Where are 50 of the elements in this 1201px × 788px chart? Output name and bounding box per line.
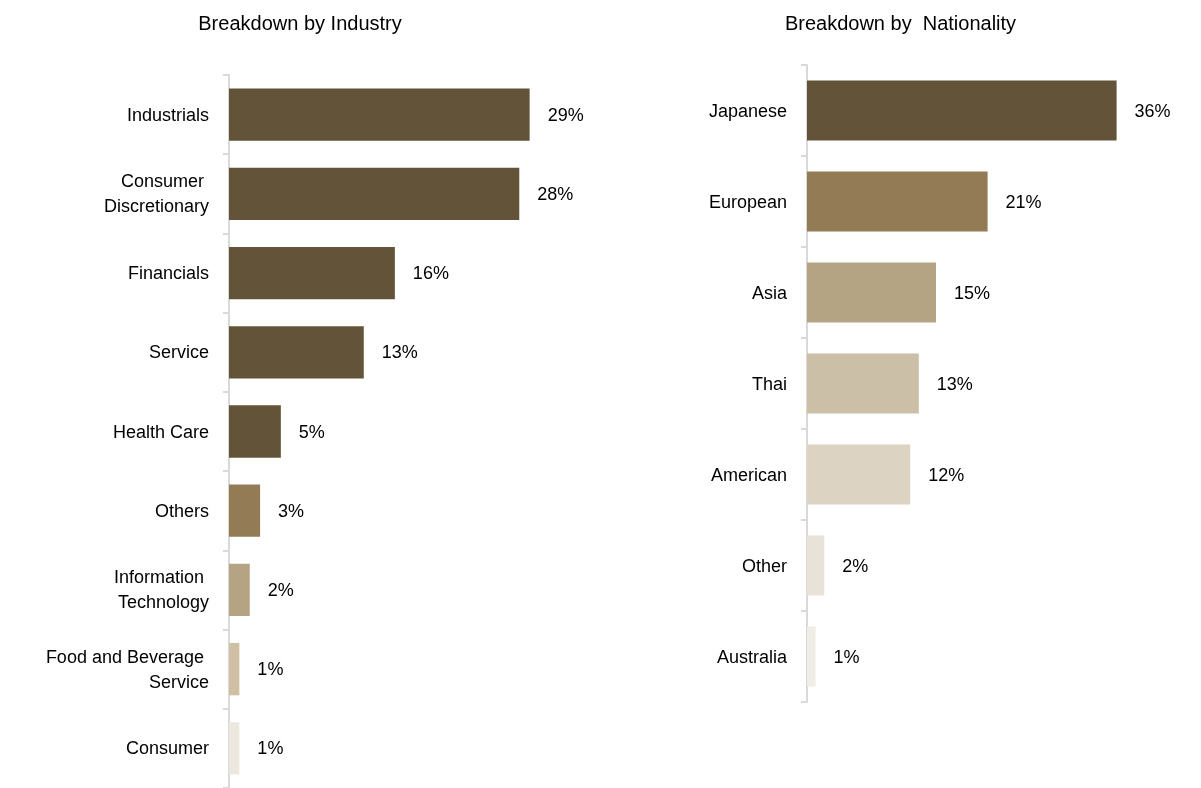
- data-label: 1%: [833, 646, 860, 667]
- data-label: 28%: [537, 183, 574, 204]
- y-tick-label: Consumer: [125, 738, 209, 759]
- bar: [229, 563, 250, 617]
- bar: [807, 262, 936, 323]
- y-tick-label: Food and Beverage Service: [45, 646, 209, 692]
- data-label: 15%: [954, 282, 991, 303]
- data-label: 21%: [1005, 191, 1042, 212]
- y-tick-label: Australia: [716, 646, 788, 667]
- data-label: 1%: [257, 738, 284, 759]
- data-label: 16%: [412, 263, 449, 284]
- data-label: 2%: [842, 555, 869, 576]
- y-tick-label: Asia: [751, 282, 788, 303]
- bar: [807, 626, 816, 687]
- data-label: 2%: [267, 579, 294, 600]
- bar: [229, 484, 261, 537]
- y-tick-label: Others: [154, 500, 209, 521]
- data-label: 12%: [928, 464, 965, 485]
- bar: [807, 444, 911, 505]
- y-tick-label: American: [710, 464, 787, 485]
- bar: [807, 80, 1117, 141]
- data-label: 36%: [1134, 100, 1171, 121]
- bar: [229, 643, 240, 696]
- y-tick-label: Health Care: [112, 421, 209, 442]
- bar: [229, 722, 240, 775]
- y-tick-label: European: [708, 191, 787, 212]
- bar: [229, 246, 395, 300]
- bar: [229, 326, 364, 379]
- data-label: 29%: [547, 104, 584, 125]
- bar: [229, 167, 520, 220]
- bar: [807, 171, 988, 232]
- data-label: 3%: [278, 500, 305, 521]
- y-tick-label: Japanese: [708, 100, 787, 121]
- bar: [229, 88, 530, 141]
- y-tick-label: Information Technology: [113, 567, 209, 613]
- y-tick-label: Consumer Discretionary: [103, 171, 209, 217]
- y-tick-label: Thai: [751, 373, 787, 394]
- y-tick-label: Industrials: [126, 104, 209, 125]
- data-label: 5%: [298, 421, 325, 442]
- bar: [807, 353, 919, 414]
- y-tick-label: Financials: [127, 263, 209, 284]
- data-label: 1%: [257, 659, 284, 680]
- chart-title: Breakdown by Industry: [198, 12, 402, 34]
- y-tick-label: Service: [148, 342, 209, 363]
- y-tick-label: Other: [741, 555, 787, 576]
- data-label: 13%: [381, 342, 418, 363]
- data-label: 13%: [936, 373, 973, 394]
- bar: [229, 405, 281, 458]
- bar: [807, 535, 825, 596]
- chart-title: Breakdown by Nationality: [784, 12, 1017, 34]
